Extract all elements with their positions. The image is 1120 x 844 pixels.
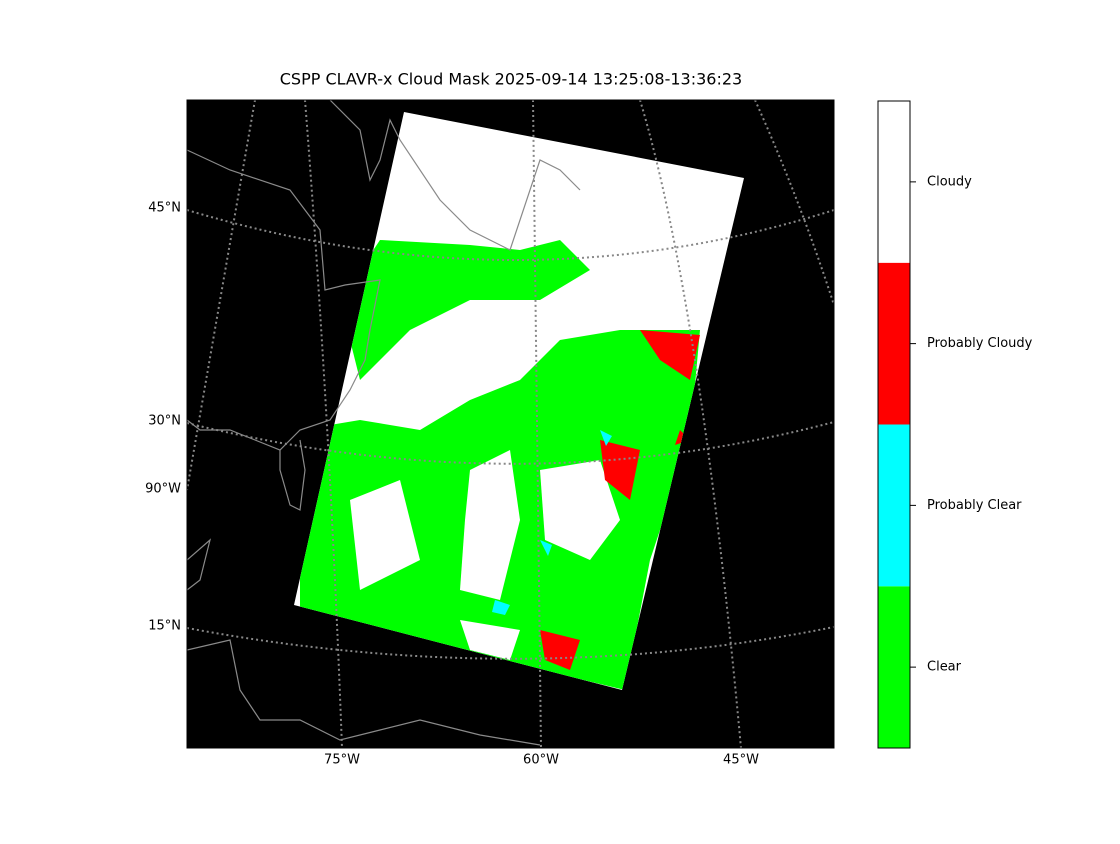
graticule	[532, 100, 542, 748]
cloudy-area	[540, 460, 620, 560]
map-frame	[186, 99, 835, 749]
lat-label: 90°W	[145, 482, 181, 497]
graticule	[187, 626, 834, 660]
colorbar-label: Cloudy	[927, 174, 972, 189]
lat-label: 15°N	[148, 619, 181, 634]
colorbar-label: Probably Cloudy	[927, 336, 1033, 351]
colorbar-label: Clear	[927, 660, 962, 675]
colorbar-segment	[878, 424, 910, 587]
colorbar: Clear Probably Clear Probably Cloudy Cloudy	[877, 100, 1033, 749]
graticule	[754, 100, 834, 306]
cloudy-area	[460, 620, 520, 660]
lat-label: 45°N	[148, 201, 181, 216]
map-content	[187, 100, 834, 748]
probably-cloudy-area	[540, 330, 700, 670]
coastline	[329, 100, 581, 251]
graticule	[304, 100, 343, 748]
lon-label: 60°W	[523, 753, 559, 768]
coastline	[187, 149, 381, 451]
colorbar-segment	[878, 101, 910, 263]
graticule	[187, 100, 256, 491]
graticule	[187, 421, 834, 465]
lon-label: 45°W	[723, 753, 759, 768]
coastline	[187, 538, 541, 746]
coastline	[279, 439, 306, 511]
cloudy-area	[350, 480, 420, 590]
cloudy-area	[460, 450, 520, 600]
colorbar-segment	[878, 586, 910, 748]
graticule	[187, 209, 834, 261]
cloud-mask	[300, 240, 700, 690]
colorbar-label: Probably Clear	[927, 498, 1022, 513]
map-title: CSPP CLAVR-x Cloud Mask 2025-09-14 13:25…	[280, 70, 742, 89]
clear-area	[340, 240, 590, 380]
colorbar-frame	[877, 100, 911, 749]
colorbar-segment	[878, 262, 910, 425]
lat-label: 30°N	[148, 414, 181, 429]
lon-label: 75°W	[324, 753, 360, 768]
